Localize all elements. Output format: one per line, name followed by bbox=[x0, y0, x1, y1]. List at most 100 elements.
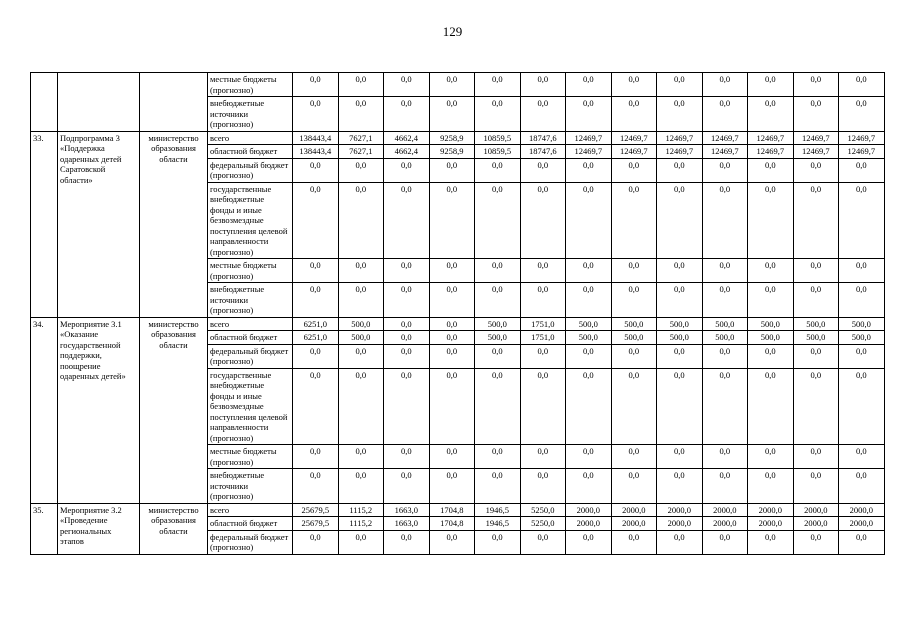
value-cell: 0,0 bbox=[701, 258, 748, 283]
value-cell: 0,0 bbox=[838, 367, 885, 445]
value-cell: 0,0 bbox=[565, 529, 612, 555]
value-cell: 0,0 bbox=[383, 282, 430, 318]
value-cell: 0,0 bbox=[838, 96, 885, 132]
value-cell: 0,0 bbox=[428, 181, 475, 259]
value-cell: 0,0 bbox=[292, 258, 339, 283]
value-cell: 1663,0 bbox=[383, 516, 430, 531]
value-cell: 0,0 bbox=[519, 72, 566, 97]
value-cell: 0,0 bbox=[474, 72, 521, 97]
table-row: областной бюджет 6251,0 500,0 0,0 0,0 500,0 17… bbox=[31, 330, 885, 345]
value-cell: 25679,5 bbox=[292, 516, 339, 531]
value-cell: 12469,7 bbox=[701, 130, 748, 145]
value-cell: 0,0 bbox=[474, 468, 521, 504]
budget-source: внебюджетные источники (прогнозно) bbox=[207, 282, 293, 318]
value-cell: 0,0 bbox=[701, 529, 748, 555]
value-cell: 18747,6 bbox=[519, 144, 566, 159]
value-cell: 0,0 bbox=[792, 529, 839, 555]
value-cell: 0,0 bbox=[701, 282, 748, 318]
value-cell: 0,0 bbox=[792, 367, 839, 445]
value-cell: 0,0 bbox=[610, 258, 657, 283]
value-cell: 9258,9 bbox=[428, 130, 475, 145]
value-cell: 0,0 bbox=[474, 96, 521, 132]
program-name: Подпрограмма 3 «Поддержка одаренных дете… bbox=[57, 130, 140, 318]
value-cell: 0,0 bbox=[519, 529, 566, 555]
value-cell: 0,0 bbox=[383, 343, 430, 369]
value-cell: 0,0 bbox=[383, 181, 430, 259]
value-cell: 1704,8 bbox=[428, 502, 475, 517]
row-number: 34. bbox=[30, 316, 58, 504]
value-cell: 0,0 bbox=[519, 96, 566, 132]
value-cell: 500,0 bbox=[838, 316, 885, 331]
value-cell: 12469,7 bbox=[565, 130, 612, 145]
value-cell: 0,0 bbox=[428, 367, 475, 445]
value-cell: 2000,0 bbox=[701, 502, 748, 517]
value-cell: 7627,1 bbox=[337, 130, 384, 145]
value-cell: 2000,0 bbox=[792, 516, 839, 531]
table-row: местные бюджеты (прогнозно) 0,0 0,0 0,0 0,0 0… bbox=[31, 444, 885, 469]
value-cell: 0,0 bbox=[792, 72, 839, 97]
value-cell: 0,0 bbox=[565, 258, 612, 283]
value-cell: 0,0 bbox=[519, 157, 566, 183]
value-cell: 0,0 bbox=[383, 468, 430, 504]
value-cell: 0,0 bbox=[656, 96, 703, 132]
value-cell: 0,0 bbox=[337, 258, 384, 283]
value-cell: 0,0 bbox=[610, 72, 657, 97]
value-cell: 0,0 bbox=[383, 72, 430, 97]
value-cell: 0,0 bbox=[474, 157, 521, 183]
row-number: 33. bbox=[30, 130, 58, 318]
value-cell: 0,0 bbox=[656, 282, 703, 318]
value-cell: 12469,7 bbox=[792, 144, 839, 159]
value-cell: 0,0 bbox=[474, 343, 521, 369]
value-cell: 0,0 bbox=[838, 72, 885, 97]
value-cell: 0,0 bbox=[656, 529, 703, 555]
value-cell: 0,0 bbox=[337, 468, 384, 504]
table-row: федеральный бюджет (прогнозно) 0,0 0,0 0,0 0… bbox=[31, 343, 885, 369]
table-row: государственные внебюджетные фонды и ины… bbox=[31, 367, 885, 445]
budget-source: федеральный бюджет (прогнозно) bbox=[207, 529, 293, 555]
value-cell: 4662,4 bbox=[383, 130, 430, 145]
budget-source: всего bbox=[207, 502, 293, 517]
budget-source: внебюджетные источники (прогнозно) bbox=[207, 468, 293, 504]
value-cell: 0,0 bbox=[383, 330, 430, 345]
value-cell: 0,0 bbox=[701, 157, 748, 183]
value-cell: 12469,7 bbox=[701, 144, 748, 159]
table-row: областной бюджет 25679,5 1115,2 1663,0 1704,… bbox=[31, 516, 885, 531]
value-cell: 0,0 bbox=[701, 96, 748, 132]
value-cell: 12469,7 bbox=[838, 130, 885, 145]
value-cell: 138443,4 bbox=[292, 144, 339, 159]
value-cell: 500,0 bbox=[792, 316, 839, 331]
value-cell: 0,0 bbox=[519, 343, 566, 369]
value-cell: 0,0 bbox=[565, 96, 612, 132]
value-cell: 2000,0 bbox=[747, 516, 794, 531]
value-cell: 0,0 bbox=[747, 367, 794, 445]
value-cell: 0,0 bbox=[383, 316, 430, 331]
value-cell: 0,0 bbox=[656, 444, 703, 469]
value-cell: 500,0 bbox=[565, 330, 612, 345]
value-cell: 0,0 bbox=[701, 343, 748, 369]
value-cell: 0,0 bbox=[474, 181, 521, 259]
value-cell: 0,0 bbox=[656, 157, 703, 183]
value-cell: 0,0 bbox=[565, 367, 612, 445]
value-cell: 500,0 bbox=[565, 316, 612, 331]
table-row: 35. Мероприятие 3.2 «Проведение региональ… bbox=[30, 502, 885, 555]
value-cell: 6251,0 bbox=[292, 330, 339, 345]
value-cell: 0,0 bbox=[292, 157, 339, 183]
value-cell: 0,0 bbox=[792, 96, 839, 132]
value-cell: 0,0 bbox=[383, 96, 430, 132]
value-cell: 0,0 bbox=[565, 157, 612, 183]
program-name: Мероприятие 3.1 «Оказание государственно… bbox=[57, 316, 140, 504]
value-cell: 0,0 bbox=[747, 529, 794, 555]
value-cell: 0,0 bbox=[656, 367, 703, 445]
value-cell: 0,0 bbox=[337, 72, 384, 97]
table-row: внебюджетные источники (прогнозно) 0,0 0,0… bbox=[31, 468, 885, 504]
budget-table-body: местные бюджеты (прогнозно) 0,0 0,0 0,0 0,0 0… bbox=[30, 72, 885, 555]
value-cell: 0,0 bbox=[474, 529, 521, 555]
value-cell: 7627,1 bbox=[337, 144, 384, 159]
table-row: 33. Подпрограмма 3 «Поддержка одаренных д… bbox=[30, 130, 885, 318]
value-cell: 0,0 bbox=[292, 468, 339, 504]
ministry-cell: министерство образования области bbox=[139, 502, 208, 555]
budget-source: всего bbox=[207, 130, 293, 145]
value-cell: 0,0 bbox=[292, 529, 339, 555]
value-cell: 0,0 bbox=[519, 282, 566, 318]
value-cell: 1946,5 bbox=[474, 502, 521, 517]
